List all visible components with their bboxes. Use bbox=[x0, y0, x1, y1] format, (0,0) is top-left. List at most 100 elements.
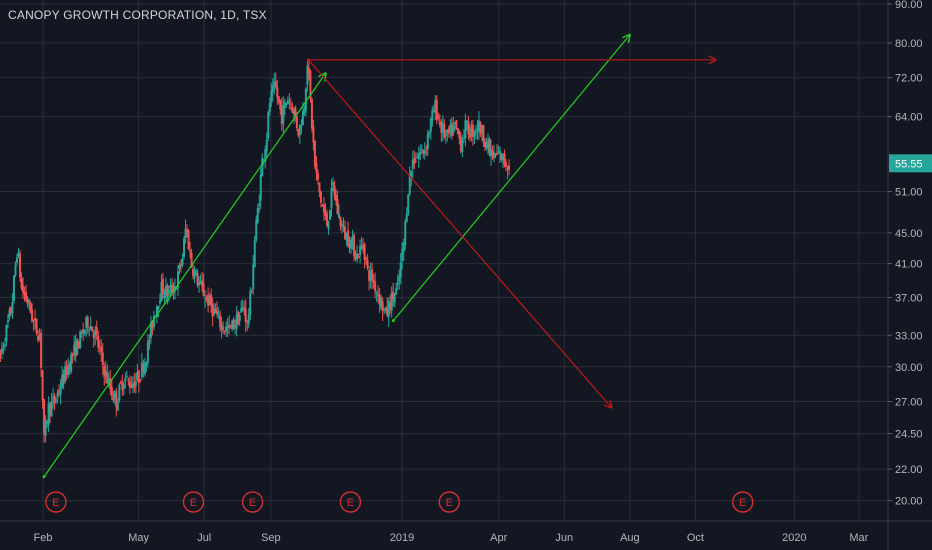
candle-body bbox=[55, 399, 58, 401]
candle-body bbox=[459, 137, 462, 151]
earnings-marker[interactable] bbox=[339, 491, 362, 513]
candle-body bbox=[268, 103, 271, 112]
candle-body bbox=[256, 207, 259, 223]
candle-body bbox=[119, 381, 122, 384]
candle-body bbox=[40, 332, 43, 368]
candle-body bbox=[34, 318, 37, 321]
time-tick-label: Aug bbox=[620, 532, 640, 544]
candle-body bbox=[195, 270, 198, 273]
candle-body bbox=[9, 307, 12, 314]
candle-body bbox=[136, 372, 139, 380]
price-tick-label: 51.00 bbox=[895, 187, 923, 199]
candle-body bbox=[64, 366, 67, 382]
trend-line-green[interactable] bbox=[392, 35, 629, 321]
earnings-marker[interactable] bbox=[438, 491, 460, 513]
earnings-marker[interactable] bbox=[241, 491, 264, 513]
trend-line-red[interactable] bbox=[308, 59, 611, 408]
earnings-marker[interactable] bbox=[732, 491, 754, 513]
candle-body bbox=[471, 124, 474, 138]
candle-body bbox=[29, 302, 32, 313]
candle-body bbox=[208, 295, 211, 306]
price-tick-label: 30.00 bbox=[895, 362, 923, 374]
candle-body bbox=[28, 299, 31, 302]
candle-body bbox=[395, 287, 398, 295]
candle-body bbox=[486, 141, 489, 148]
price-axis[interactable]: 90.00 80.00 72.00 64.00 51.00 45.00 41.00 37.00… bbox=[887, 0, 932, 550]
candle-body bbox=[202, 283, 205, 297]
candle-body bbox=[489, 149, 492, 156]
candle-body bbox=[396, 282, 399, 285]
candle-body bbox=[384, 307, 387, 311]
candle-body bbox=[440, 121, 443, 134]
time-axis[interactable]: Feb May Jul Sep 2019 Apr Jun Aug Oct 2020 Mar bbox=[0, 520, 932, 544]
candle-body bbox=[237, 311, 240, 325]
candle-body bbox=[142, 364, 145, 372]
candle-body bbox=[145, 362, 148, 366]
candle-body bbox=[453, 122, 456, 125]
candle-body bbox=[6, 320, 9, 323]
candle-body bbox=[25, 291, 28, 300]
candle-body bbox=[380, 298, 383, 309]
candle-body bbox=[286, 100, 289, 105]
candle-body bbox=[279, 99, 282, 110]
candle-body bbox=[232, 319, 235, 329]
candle-body bbox=[211, 304, 214, 317]
candle-body bbox=[292, 109, 295, 115]
candle-body bbox=[83, 329, 86, 334]
candle-body bbox=[32, 320, 35, 322]
candle-body bbox=[316, 173, 319, 180]
candle-body bbox=[387, 301, 390, 318]
candle-body bbox=[499, 150, 502, 154]
earnings-marker[interactable] bbox=[182, 491, 205, 513]
candle-body bbox=[91, 326, 94, 332]
earnings-marker[interactable] bbox=[45, 491, 67, 513]
candle-body bbox=[59, 388, 62, 395]
candle-body bbox=[74, 341, 77, 357]
candle-body bbox=[438, 121, 441, 125]
candle-body bbox=[157, 306, 160, 310]
candle-body bbox=[167, 289, 170, 294]
candle-body bbox=[98, 346, 101, 349]
candle-body bbox=[177, 271, 180, 288]
candle-body bbox=[178, 264, 181, 269]
candle-body bbox=[210, 294, 213, 306]
candle-body bbox=[41, 370, 44, 400]
candle-body bbox=[447, 128, 450, 134]
candle-body bbox=[130, 385, 133, 388]
candle-body bbox=[330, 187, 333, 209]
trend-line-anchor bbox=[306, 58, 310, 62]
candle-body bbox=[56, 392, 59, 397]
candle-body bbox=[52, 397, 55, 400]
candle-body bbox=[315, 163, 318, 173]
candle-body bbox=[169, 285, 172, 288]
candle-body bbox=[455, 120, 458, 129]
candle-body bbox=[61, 375, 64, 388]
earnings-marker-label: E bbox=[190, 497, 197, 509]
last-price-label: 55.55 bbox=[895, 158, 923, 170]
candle-body bbox=[333, 185, 336, 196]
candle-body bbox=[0, 348, 3, 353]
candle-body bbox=[419, 152, 422, 155]
candle-body bbox=[2, 346, 5, 348]
candle-body bbox=[5, 325, 8, 342]
candle-body bbox=[22, 285, 25, 293]
candle-body bbox=[321, 204, 324, 207]
candle-body bbox=[420, 148, 423, 150]
candle-body bbox=[73, 344, 76, 354]
earnings-marker-label: E bbox=[249, 497, 256, 509]
candle-body bbox=[505, 162, 508, 168]
candle-body bbox=[235, 314, 238, 329]
candle-body bbox=[146, 341, 149, 363]
candle-body bbox=[322, 204, 325, 213]
price-tick-label: 80.00 bbox=[895, 38, 923, 50]
candle-body bbox=[350, 239, 353, 249]
candle-body bbox=[307, 67, 310, 74]
candle-body bbox=[426, 133, 429, 150]
candle-body bbox=[480, 125, 483, 133]
candle-body bbox=[46, 421, 49, 423]
candle-body bbox=[313, 140, 316, 166]
candle-body bbox=[100, 346, 103, 353]
candle-body bbox=[47, 403, 50, 425]
trend-line-green[interactable] bbox=[43, 73, 326, 478]
